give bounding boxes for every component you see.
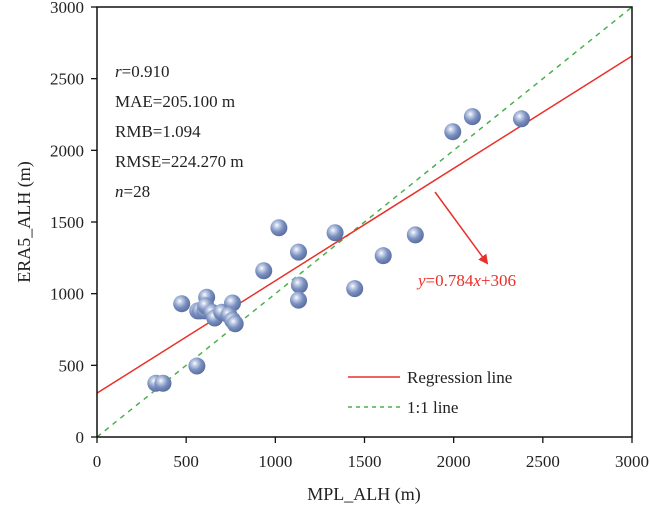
regression-line [97,55,632,394]
y-tick-label: 500 [59,356,85,375]
y-axis-ticks: 0 500 1000 1500 2000 2500 3000 [50,0,97,447]
data-point [226,315,244,333]
regression-equation: y=0.784x+306 [416,271,516,290]
legend: Regression line 1:1 line [348,368,512,417]
equation-arrow [434,191,489,265]
data-point [463,108,481,126]
legend-regression-label: Regression line [407,368,512,387]
x-tick-label: 500 [173,452,199,471]
data-point [290,291,308,309]
data-point [406,226,424,244]
y-tick-label: 2000 [50,141,84,160]
data-point [512,110,530,128]
reference-lines [97,7,632,437]
data-point [346,280,364,298]
x-tick-label: 0 [93,452,102,471]
stat-r: r=0.910 [115,62,169,81]
x-tick-label: 3000 [615,452,649,471]
stat-rmse: RMSE=224.270 m [115,152,244,171]
x-tick-label: 1000 [258,452,292,471]
stat-rmb: RMB=1.094 [115,122,201,141]
data-point [255,262,273,280]
stats-box: r=0.910 MAE=205.100 m RMB=1.094 RMSE=224… [115,62,244,201]
one-to-one-line [97,7,632,437]
data-point [290,243,308,261]
data-point [173,295,191,313]
data-point [188,357,206,375]
y-tick-label: 1500 [50,213,84,232]
y-tick-label: 1000 [50,285,84,304]
x-axis-title: MPL_ALH (m) [307,484,421,505]
data-point [444,123,462,141]
legend-one-to-one-label: 1:1 line [407,398,458,417]
y-tick-label: 0 [76,428,85,447]
x-tick-label: 1500 [348,452,382,471]
y-tick-label: 2500 [50,70,84,89]
y-axis-title: ERA5_ALH (m) [14,161,35,282]
stat-n: n=28 [115,182,150,201]
data-point [290,276,308,294]
data-point [374,247,392,265]
x-axis-ticks: 0 500 1000 1500 2000 2500 3000 [93,437,649,471]
x-tick-label: 2500 [526,452,560,471]
data-point [270,219,288,237]
data-point [326,224,344,242]
data-points [147,108,530,392]
data-point [154,374,172,392]
stat-mae: MAE=205.100 m [115,92,235,111]
x-tick-label: 2000 [437,452,471,471]
y-tick-label: 3000 [50,0,84,17]
